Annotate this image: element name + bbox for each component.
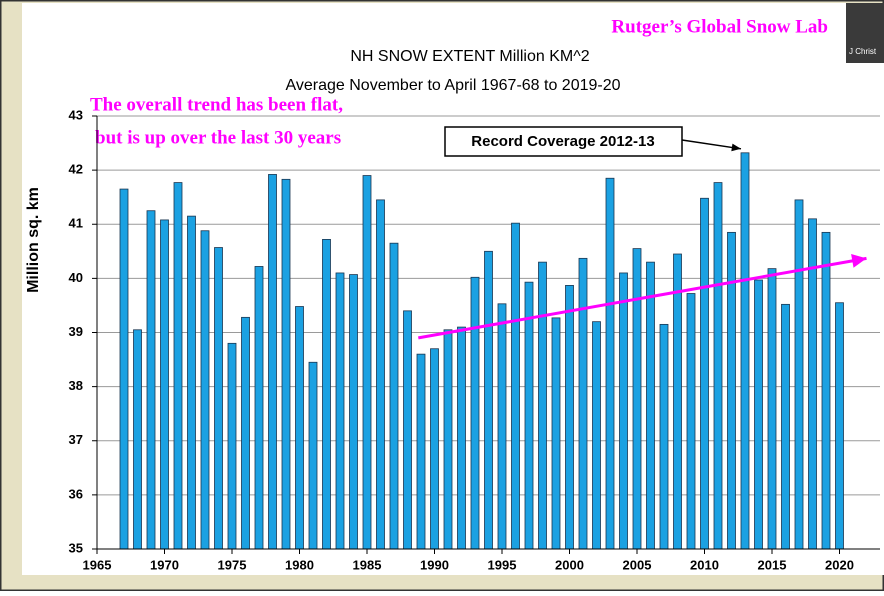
- bar: [404, 311, 412, 549]
- bar: [296, 307, 304, 549]
- x-tick-label: 1965: [83, 557, 112, 572]
- y-tick-label: 43: [69, 107, 83, 122]
- bar: [701, 198, 709, 549]
- bar: [350, 275, 358, 549]
- y-tick-label: 37: [69, 432, 83, 447]
- bar: [539, 262, 547, 549]
- bar: [282, 179, 290, 549]
- x-tick-label: 1995: [488, 557, 517, 572]
- bar: [782, 304, 790, 549]
- bar: [647, 262, 655, 549]
- chart-subtitle: Average November to April 1967-68 to 201…: [285, 77, 620, 94]
- bar: [471, 277, 479, 549]
- y-tick-label: 41: [69, 216, 83, 231]
- bar: [269, 174, 277, 549]
- bar: [836, 303, 844, 549]
- bar: [687, 294, 695, 549]
- bar: [215, 248, 223, 549]
- annotation: but is up over the last 30 years: [95, 127, 341, 148]
- chart: J Christ Rutger’s Global Snow Lab NH SNO…: [0, 0, 884, 591]
- bar: [188, 216, 196, 549]
- bar: [620, 273, 628, 549]
- webcam-label: J Christ: [849, 47, 877, 56]
- bar: [309, 362, 317, 549]
- y-tick-label: 36: [69, 486, 83, 501]
- bar: [593, 322, 601, 549]
- bar: [633, 249, 641, 549]
- bar: [417, 354, 425, 549]
- bar: [120, 189, 128, 549]
- bar: [242, 317, 250, 549]
- bar: [822, 232, 830, 549]
- annotation: The overall trend has been flat,: [90, 94, 343, 115]
- bar: [161, 220, 169, 549]
- chart-title: NH SNOW EXTENT Million KM^2: [350, 48, 589, 65]
- y-tick-label: 35: [69, 540, 83, 555]
- bar: [755, 280, 763, 549]
- y-tick-label: 40: [69, 270, 83, 285]
- y-tick-label: 38: [69, 378, 83, 393]
- bar: [579, 258, 587, 549]
- x-tick-label: 1990: [420, 557, 449, 572]
- x-tick-label: 2005: [623, 557, 652, 572]
- bar: [606, 178, 614, 549]
- bar: [674, 254, 682, 549]
- annotation: Record Coverage 2012-13: [471, 133, 654, 150]
- bar: [444, 330, 452, 549]
- bar: [485, 251, 493, 549]
- x-tick-label: 1985: [353, 557, 382, 572]
- bar: [660, 324, 668, 549]
- y-axis-label: Million sq. km: [25, 187, 42, 293]
- bar: [174, 183, 182, 549]
- x-tick-label: 2015: [758, 557, 787, 572]
- bar: [741, 153, 749, 549]
- x-tick-label: 1970: [150, 557, 179, 572]
- bar: [228, 343, 236, 549]
- bar: [552, 318, 560, 549]
- bar: [458, 327, 466, 549]
- bar: [795, 200, 803, 549]
- x-tick-label: 2020: [825, 557, 854, 572]
- bar: [134, 330, 142, 549]
- bar: [255, 266, 263, 549]
- bar: [431, 349, 439, 549]
- x-tick-label: 2010: [690, 557, 719, 572]
- bar: [714, 183, 722, 549]
- bar: [498, 304, 506, 549]
- y-tick-label: 42: [69, 162, 83, 177]
- bar: [525, 282, 533, 549]
- y-tick-label: 39: [69, 324, 83, 339]
- x-tick-label: 1975: [218, 557, 247, 572]
- bar: [336, 273, 344, 549]
- x-tick-label: 1980: [285, 557, 314, 572]
- bar: [323, 239, 331, 549]
- bar: [390, 243, 398, 549]
- source: Rutger’s Global Snow Lab: [611, 16, 828, 37]
- bar: [147, 211, 155, 549]
- bar: [768, 269, 776, 549]
- bar: [566, 285, 574, 549]
- bar: [201, 231, 209, 549]
- x-tick-label: 2000: [555, 557, 584, 572]
- bar: [512, 223, 520, 549]
- bar: [363, 176, 371, 549]
- bar: [377, 200, 385, 549]
- bar: [728, 232, 736, 549]
